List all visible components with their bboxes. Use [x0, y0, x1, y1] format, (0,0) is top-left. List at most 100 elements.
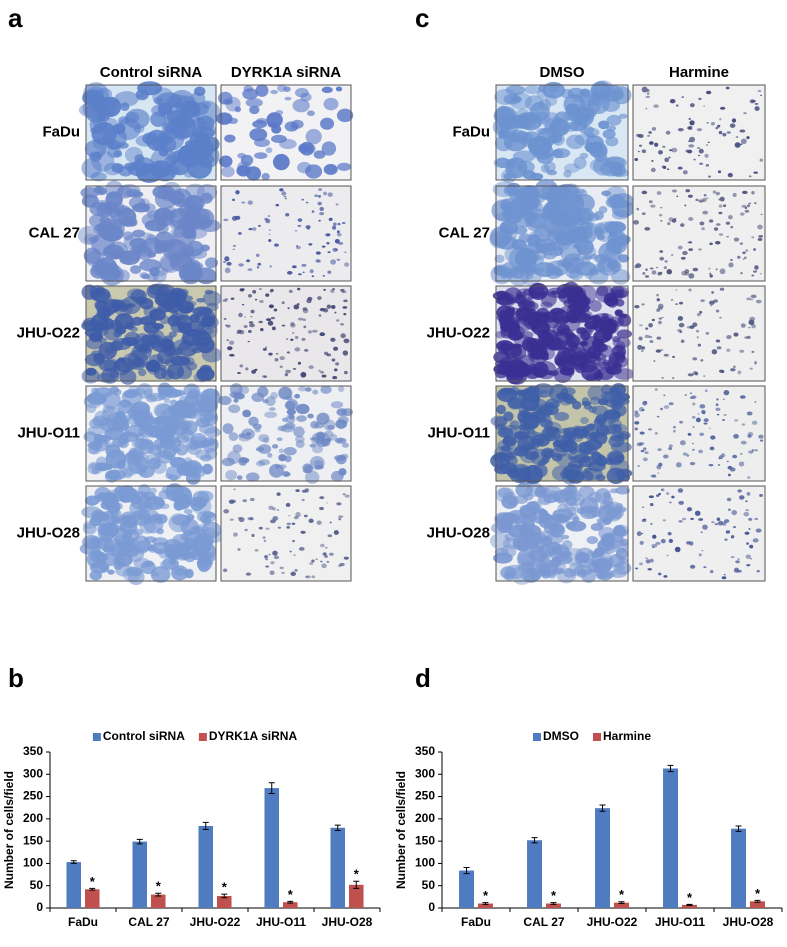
cell [751, 350, 755, 354]
cell [728, 262, 734, 268]
cell [531, 438, 544, 446]
panel-letter: a [8, 3, 23, 33]
cell [279, 566, 284, 570]
cell [113, 486, 125, 496]
cell [717, 520, 724, 526]
cell [300, 371, 307, 378]
cell [726, 334, 732, 340]
cell [656, 298, 660, 302]
cell [305, 128, 322, 145]
panel-letter: b [8, 663, 24, 693]
cell [723, 413, 727, 416]
cell [723, 573, 726, 576]
cell [637, 344, 643, 350]
cell [715, 268, 718, 271]
cell [732, 192, 737, 198]
cell [227, 346, 233, 351]
cell [743, 512, 750, 517]
cell [512, 209, 536, 228]
cell [343, 338, 350, 344]
cell [712, 190, 717, 194]
cell [699, 310, 703, 314]
cell [330, 337, 336, 342]
cell [127, 545, 145, 562]
cell [753, 171, 758, 174]
cell [715, 339, 721, 343]
cell [268, 352, 273, 356]
cell [320, 370, 324, 374]
cell [267, 320, 274, 326]
cell [305, 387, 312, 392]
cell [723, 390, 730, 396]
cell [744, 336, 748, 339]
cell [668, 446, 673, 451]
cell [331, 304, 336, 309]
row-label: JHU-O11 [17, 424, 80, 441]
cell [753, 248, 756, 251]
cell [512, 150, 536, 163]
cell [557, 503, 569, 513]
x-tick-label: CAL 27 [523, 915, 564, 929]
cell [649, 502, 654, 507]
cell [522, 388, 533, 395]
cell [125, 323, 134, 330]
cell [179, 266, 203, 281]
cell [734, 419, 739, 422]
row-label: JHU-O28 [17, 524, 80, 541]
cell [82, 523, 97, 535]
cell [572, 287, 584, 297]
cell [715, 191, 720, 196]
cell [197, 490, 214, 503]
cell [566, 506, 577, 517]
cell [193, 372, 211, 383]
cell [279, 365, 283, 368]
cell [242, 499, 247, 503]
cell [686, 541, 691, 545]
cell [186, 361, 198, 371]
cell [320, 385, 332, 394]
cell [660, 407, 663, 411]
cell [298, 547, 305, 551]
cell [655, 349, 662, 353]
cell [270, 561, 275, 565]
cell [343, 370, 348, 375]
cell [730, 535, 735, 539]
cell [92, 415, 108, 427]
cell [224, 298, 229, 301]
cell [301, 198, 304, 201]
cell [267, 452, 273, 458]
cell [330, 470, 344, 482]
cell [559, 550, 573, 558]
significance-label: * [687, 890, 693, 905]
cell [746, 492, 751, 496]
cell [738, 495, 745, 500]
cell [701, 549, 704, 552]
cell [342, 306, 348, 309]
cell [584, 315, 601, 330]
cell [530, 411, 547, 423]
cell [753, 270, 758, 273]
cell [719, 106, 726, 110]
cell [671, 218, 677, 223]
cell [245, 572, 252, 576]
cell [311, 275, 315, 278]
cell [745, 554, 752, 559]
cell [332, 288, 336, 290]
cell [328, 552, 334, 556]
cell [319, 212, 325, 216]
cell [308, 330, 312, 334]
cell [648, 322, 653, 328]
cell [183, 230, 196, 240]
cell [344, 262, 350, 267]
cell [657, 272, 662, 276]
cell [646, 88, 650, 93]
cell [241, 304, 245, 306]
cell [247, 340, 251, 343]
cell [316, 259, 322, 263]
cell [556, 514, 570, 522]
cell [644, 334, 650, 339]
cell [680, 256, 686, 260]
cell [312, 432, 326, 443]
cell [702, 197, 707, 202]
cell [223, 509, 230, 514]
